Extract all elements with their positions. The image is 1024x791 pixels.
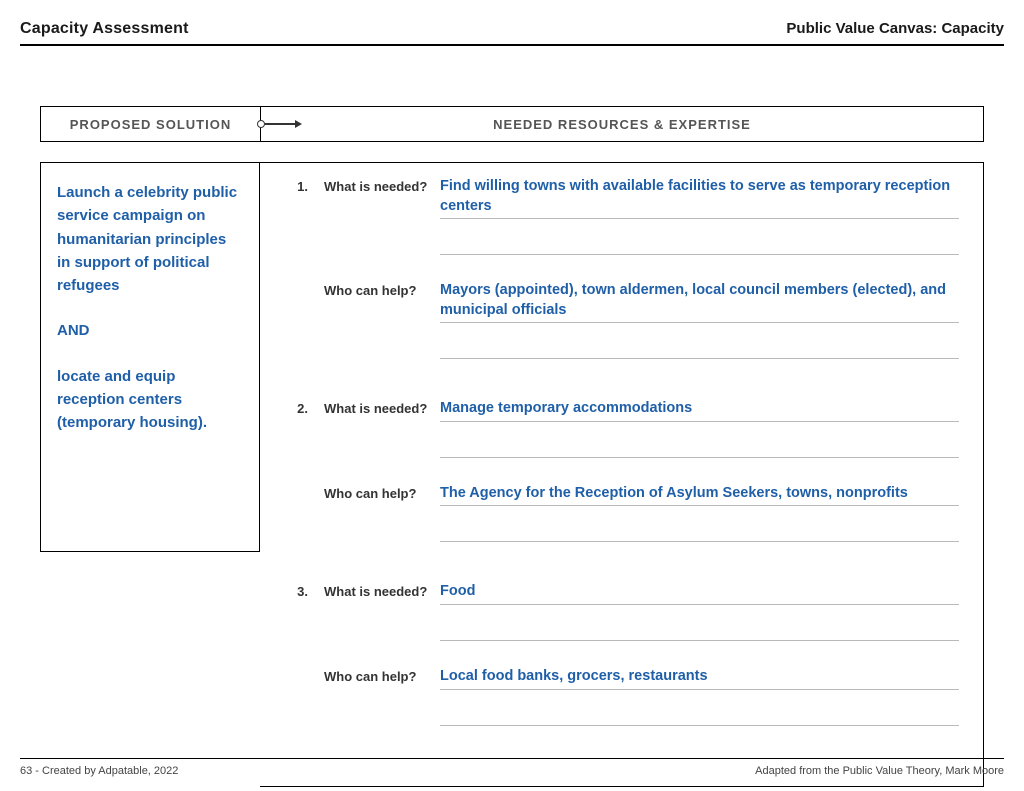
arrow-head-icon bbox=[295, 120, 302, 128]
who-row: Who can help? Local food banks, grocers,… bbox=[260, 667, 959, 740]
what-answer: Food bbox=[440, 583, 475, 599]
answer-line: The Agency for the Reception of Asylum S… bbox=[440, 484, 959, 507]
who-answer-col: The Agency for the Reception of Asylum S… bbox=[428, 484, 959, 557]
who-answer: Mayors (appointed), town aldermen, local… bbox=[440, 282, 946, 318]
page: Capacity Assessment Public Value Canvas:… bbox=[0, 0, 1024, 791]
what-label: What is needed? bbox=[308, 399, 428, 416]
what-answer-col: Manage temporary accommodations bbox=[428, 399, 959, 472]
answer-line bbox=[440, 337, 959, 359]
column-header-bar: PROPOSED SOLUTION NEEDED RESOURCES & EXP… bbox=[40, 106, 984, 142]
item-number: 3. bbox=[260, 582, 308, 599]
solution-paragraph: locate and equip reception cen­ters (tem… bbox=[57, 365, 243, 435]
answer-line: Find willing towns with available facili… bbox=[440, 177, 959, 219]
footer-right: Adapted from the Public Value Theory, Ma… bbox=[755, 765, 1004, 777]
item-number: 2. bbox=[260, 399, 308, 416]
solution-paragraph: Launch a celebrity public ser­vice campa… bbox=[57, 181, 243, 297]
item-number-spacer bbox=[260, 667, 308, 669]
item-number-spacer bbox=[260, 281, 308, 283]
what-label: What is needed? bbox=[308, 582, 428, 599]
resource-item: 2. What is needed? Manage temporary acco… bbox=[260, 399, 959, 556]
who-answer-col: Mayors (appointed), town aldermen, local… bbox=[428, 281, 959, 373]
arrow-origin-dot bbox=[257, 120, 265, 128]
who-row: Who can help? The Agency for the Recepti… bbox=[260, 484, 959, 557]
what-row: 1. What is needed? Find willing towns wi… bbox=[260, 177, 959, 269]
header-left-title: Capacity Assessment bbox=[20, 20, 189, 38]
what-row: 2. What is needed? Manage temporary acco… bbox=[260, 399, 959, 472]
answer-line bbox=[440, 436, 959, 458]
what-label: What is needed? bbox=[308, 177, 428, 194]
answer-line: Mayors (appointed), town aldermen, local… bbox=[440, 281, 959, 323]
resource-item: 1. What is needed? Find willing towns wi… bbox=[260, 177, 959, 373]
header-right-title: Public Value Canvas: Capacity bbox=[786, 20, 1004, 37]
footer-left: 63 - Created by Adpatable, 2022 bbox=[20, 765, 178, 777]
proposed-solution-box: Launch a celebrity public ser­vice campa… bbox=[40, 162, 260, 552]
answer-line bbox=[440, 619, 959, 641]
who-label: Who can help? bbox=[308, 281, 428, 298]
column-header-right: NEEDED RESOURCES & EXPERTISE bbox=[261, 107, 983, 141]
answer-line: Local food banks, grocers, restaurants bbox=[440, 667, 959, 690]
canvas-body: Launch a celebrity public ser­vice campa… bbox=[40, 162, 984, 787]
who-label: Who can help? bbox=[308, 667, 428, 684]
who-answer-col: Local food banks, grocers, restaurants bbox=[428, 667, 959, 740]
who-answer: The Agency for the Reception of Asylum S… bbox=[440, 485, 908, 501]
item-number-spacer bbox=[260, 484, 308, 486]
item-number: 1. bbox=[260, 177, 308, 194]
proposed-solution-label: PROPOSED SOLUTION bbox=[70, 117, 231, 132]
answer-line bbox=[440, 233, 959, 255]
answer-line bbox=[440, 704, 959, 726]
arrow-icon bbox=[261, 120, 302, 128]
what-row: 3. What is needed? Food bbox=[260, 582, 959, 655]
who-label: Who can help? bbox=[308, 484, 428, 501]
answer-line: Food bbox=[440, 582, 959, 605]
column-header-left: PROPOSED SOLUTION bbox=[41, 107, 261, 141]
what-answer: Find willing towns with available facili… bbox=[440, 178, 950, 214]
what-answer-col: Food bbox=[428, 582, 959, 655]
who-row: Who can help? Mayors (appointed), town a… bbox=[260, 281, 959, 373]
solution-paragraph: AND bbox=[57, 319, 243, 342]
page-footer: 63 - Created by Adpatable, 2022 Adapted … bbox=[20, 758, 1004, 777]
what-answer-col: Find willing towns with available facili… bbox=[428, 177, 959, 269]
who-answer: Local food banks, grocers, restaurants bbox=[440, 668, 708, 684]
arrow-shaft bbox=[265, 123, 295, 125]
resources-box: 1. What is needed? Find willing towns wi… bbox=[260, 162, 984, 787]
resource-item: 3. What is needed? Food Who can help? Lo… bbox=[260, 582, 959, 739]
page-header: Capacity Assessment Public Value Canvas:… bbox=[20, 20, 1004, 46]
what-answer: Manage temporary accommodations bbox=[440, 400, 692, 416]
answer-line: Manage temporary accommodations bbox=[440, 399, 959, 422]
needed-resources-label: NEEDED RESOURCES & EXPERTISE bbox=[493, 117, 751, 132]
answer-line bbox=[440, 520, 959, 542]
